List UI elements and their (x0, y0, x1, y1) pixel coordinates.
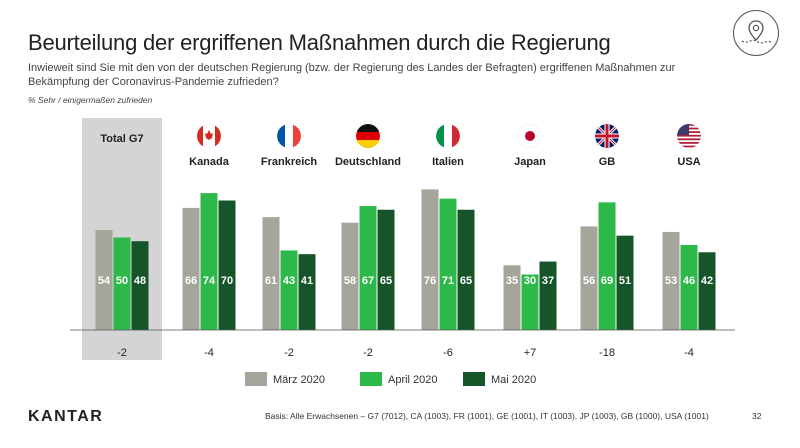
basis-footnote: Basis: Alle Erwachsenen – G7 (7012), CA … (265, 411, 709, 421)
bar-usa-mai-2020 (698, 252, 716, 330)
change-label-gb: -18 (599, 347, 615, 359)
canada-flag-icon (197, 124, 221, 148)
bar-deutschland-m-rz-2020 (341, 222, 359, 330)
data-label-frankreich-mai-2020: 41 (301, 275, 313, 287)
bar-kanada-april-2020 (200, 193, 218, 330)
data-label-deutschland-april-2020: 67 (362, 275, 374, 287)
bar-gb-mai-2020 (616, 235, 634, 330)
bar-usa-april-2020 (680, 244, 698, 330)
bar-italien-april-2020 (439, 198, 457, 330)
data-label-kanada-m-rz-2020: 66 (185, 275, 197, 287)
bar-frankreich-mai-2020 (298, 254, 316, 330)
category-label-usa: USA (677, 156, 700, 168)
change-label-japan: +7 (524, 347, 537, 359)
data-label-gb-mai-2020: 51 (619, 275, 631, 287)
data-label-usa-mai-2020: 42 (701, 275, 713, 287)
bar-gb-april-2020 (598, 202, 616, 330)
usa-flag-icon (677, 124, 701, 148)
category-label-total-g7: Total G7 (100, 133, 143, 145)
change-label-kanada: -4 (204, 347, 214, 359)
bar-total-g7-mai-2020 (131, 241, 149, 330)
bar-deutschland-april-2020 (359, 206, 377, 330)
change-label-italien: -6 (443, 347, 453, 359)
bar-japan-mai-2020 (539, 261, 557, 330)
bar-total-g7-april-2020 (113, 237, 131, 330)
bar-italien-mai-2020 (457, 209, 475, 330)
data-label-frankreich-m-rz-2020: 61 (265, 275, 277, 287)
japan-flag-icon (518, 124, 542, 148)
data-label-italien-mai-2020: 65 (460, 275, 472, 287)
change-label-total-g7: -2 (117, 347, 127, 359)
slide-title: Beurteilung der ergriffenen Maßnahmen du… (28, 30, 611, 55)
change-label-usa: -4 (684, 347, 694, 359)
change-label-deutschland: -2 (363, 347, 373, 359)
legend-swatch-april-2020 (360, 372, 382, 386)
page-number: 32 (752, 411, 762, 421)
brand-logo: KANTAR (28, 408, 104, 425)
legend-swatch-m-rz-2020 (245, 372, 267, 386)
data-label-italien-april-2020: 71 (442, 275, 454, 287)
category-label-italien: Italien (432, 156, 464, 168)
italy-flag-icon (436, 124, 460, 148)
data-label-total-g7-m-rz-2020: 54 (98, 275, 111, 287)
data-label-japan-m-rz-2020: 35 (506, 275, 518, 287)
bar-frankreich-m-rz-2020 (262, 217, 280, 330)
change-label-frankreich: -2 (284, 347, 294, 359)
data-label-gb-m-rz-2020: 56 (583, 275, 595, 287)
bar-total-g7-m-rz-2020 (95, 230, 113, 330)
category-label-japan: Japan (514, 156, 546, 168)
uk-flag-icon (595, 124, 619, 148)
slide-subtitle: Inwieweit sind Sie mit den von der deuts… (28, 62, 676, 88)
bar-japan-m-rz-2020 (503, 265, 521, 330)
germany-flag-icon (356, 124, 380, 148)
bar-japan-april-2020 (521, 274, 539, 330)
data-label-italien-m-rz-2020: 76 (424, 275, 436, 287)
bar-kanada-mai-2020 (218, 200, 236, 330)
bar-kanada-m-rz-2020 (182, 207, 200, 330)
category-label-gb: GB (599, 156, 616, 168)
bar-italien-m-rz-2020 (421, 189, 439, 330)
bar-usa-m-rz-2020 (662, 231, 680, 330)
data-label-usa-april-2020: 46 (683, 275, 695, 287)
data-label-usa-m-rz-2020: 53 (665, 275, 677, 287)
legend-swatch-mai-2020 (463, 372, 485, 386)
category-label-deutschland: Deutschland (335, 156, 401, 168)
data-label-gb-april-2020: 69 (601, 275, 613, 287)
data-label-total-g7-mai-2020: 48 (134, 275, 146, 287)
legend-label-mai-2020: Mai 2020 (491, 374, 536, 386)
bar-gb-m-rz-2020 (580, 226, 598, 330)
bar-frankreich-april-2020 (280, 250, 298, 330)
data-label-deutschland-m-rz-2020: 58 (344, 275, 356, 287)
legend-label-m-rz-2020: März 2020 (273, 374, 325, 386)
category-label-frankreich: Frankreich (261, 156, 318, 168)
data-label-kanada-april-2020: 74 (203, 275, 216, 287)
france-flag-icon (277, 124, 301, 148)
location-pin-icon (733, 10, 779, 56)
data-label-japan-mai-2020: 37 (542, 275, 554, 287)
bar-deutschland-mai-2020 (377, 209, 395, 330)
legend-label-april-2020: April 2020 (388, 374, 438, 386)
data-label-frankreich-april-2020: 43 (283, 275, 295, 287)
data-label-total-g7-april-2020: 50 (116, 275, 128, 287)
data-label-deutschland-mai-2020: 65 (380, 275, 392, 287)
data-label-kanada-mai-2020: 70 (221, 275, 233, 287)
category-label-kanada: Kanada (189, 156, 230, 168)
data-label-japan-april-2020: 30 (524, 275, 536, 287)
slide-note: % Sehr / einigermaßen zufrieden (28, 95, 153, 105)
